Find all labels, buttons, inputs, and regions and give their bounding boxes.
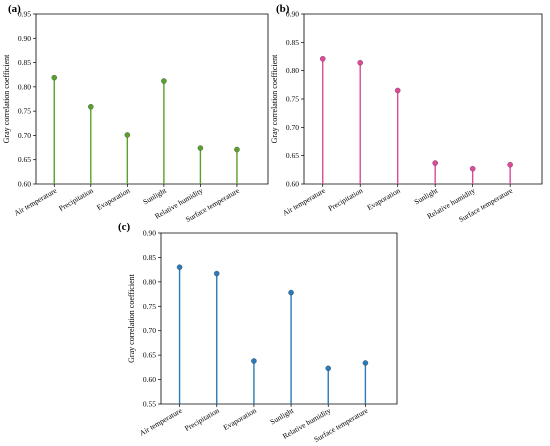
y-tick-label: 0.95 — [18, 10, 31, 19]
y-tick-label: 0.55 — [143, 400, 156, 409]
y-tick-label: 0.80 — [286, 66, 299, 75]
category-label: Evaporation — [95, 186, 131, 212]
lollipop-point — [319, 56, 326, 62]
y-tick-label: 0.70 — [286, 123, 299, 132]
lollipop-point — [288, 289, 294, 296]
category-label: Air temperature — [12, 186, 58, 218]
lollipop-point — [161, 78, 167, 84]
category-label: Sunlight — [413, 185, 440, 206]
lollipop-point — [469, 165, 476, 172]
panel-label: (a) — [8, 3, 21, 15]
lollipop-point — [432, 160, 438, 166]
lollipop-point — [357, 59, 363, 66]
chart-panel-a: (a) 0.60 0.65 0.70 0.75 0.80 0.85 0.90 0.95 Gray … — [2, 3, 269, 224]
category-label: Air temperature — [281, 186, 327, 218]
y-axis-label: Gray correlation coefficient — [2, 54, 11, 143]
chart-panel-b: (b) 0.60 0.65 0.70 0.75 0.80 0.85 0.90 Gray corr… — [270, 3, 543, 224]
category-label: Sunlight — [141, 185, 168, 206]
y-tick-label: 0.60 — [18, 180, 31, 189]
category-label: Precipitation — [327, 186, 365, 213]
lollipop-point — [362, 360, 369, 366]
lollipop-point — [507, 161, 513, 168]
y-tick-label: 0.85 — [286, 38, 299, 47]
lollipop-point — [124, 132, 131, 138]
y-tick-label: 0.75 — [286, 95, 299, 104]
plot-frame — [35, 13, 269, 185]
lollipop-point — [197, 145, 204, 151]
category-label: Evaporation — [222, 406, 258, 432]
plot-frame — [303, 13, 543, 185]
y-tick-label: 0.70 — [143, 326, 156, 335]
y-tick-label: 0.65 — [18, 155, 31, 164]
lollipop-point — [325, 365, 331, 372]
plot-frame — [160, 232, 398, 405]
category-label: Precipitation — [57, 186, 95, 213]
y-tick-label: 0.90 — [18, 34, 31, 43]
y-tick-label: 0.80 — [143, 277, 156, 286]
y-tick-label: 0.60 — [143, 375, 156, 384]
y-tick-label: 0.80 — [18, 82, 31, 91]
lollipop-point — [213, 270, 220, 277]
y-axis-label: Gray correlation coefficient — [270, 54, 279, 143]
lollipop-point — [51, 74, 58, 81]
y-tick-label: 0.75 — [18, 107, 31, 116]
lollipop-point — [394, 87, 401, 94]
panel-label: (c) — [118, 221, 131, 233]
category-label: Evaporation — [365, 186, 401, 212]
y-tick-label: 0.90 — [143, 229, 156, 238]
chart-panel-c: (c) 0.55 0.60 0.65 0.70 0.75 0.80 0.85 0.90 Gray … — [118, 221, 398, 444]
lollipop-point — [251, 358, 257, 364]
y-axis-label: Gray correlation coefficient — [127, 273, 136, 362]
lollipop-point — [234, 146, 240, 153]
y-tick-label: 0.85 — [18, 58, 31, 67]
lollipop-point — [176, 264, 183, 270]
category-label: Precipitation — [183, 406, 221, 433]
y-tick-label: 0.75 — [143, 302, 156, 311]
y-tick-label: 0.65 — [286, 151, 299, 160]
y-tick-label: 0.60 — [286, 180, 299, 189]
y-tick-label: 0.85 — [143, 253, 156, 262]
y-tick-label: 0.70 — [18, 131, 31, 140]
y-tick-label: 0.90 — [286, 10, 299, 19]
y-tick-label: 0.65 — [143, 351, 156, 360]
category-label: Sunlight — [269, 405, 296, 426]
panel-label: (b) — [276, 3, 290, 15]
lollipop-point — [88, 104, 94, 110]
category-label: Air temperature — [138, 406, 184, 438]
